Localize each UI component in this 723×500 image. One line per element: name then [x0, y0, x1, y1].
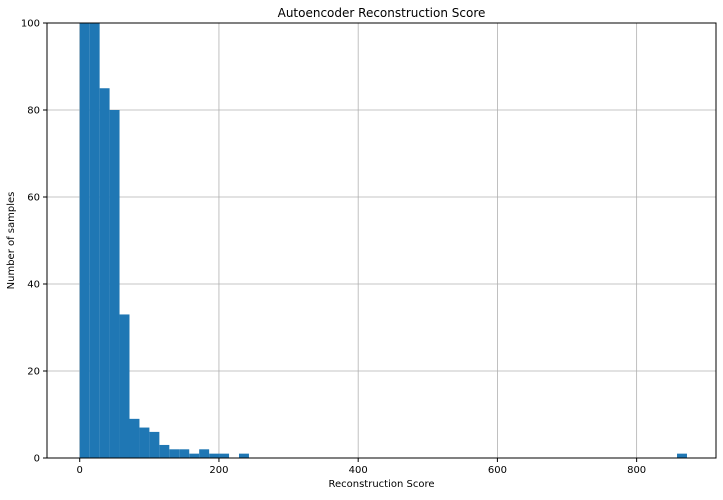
histogram-bar: [149, 431, 160, 458]
histogram-bar: [238, 453, 249, 458]
x-axis-label: Reconstruction Score: [328, 479, 434, 490]
histogram-bar: [79, 23, 90, 458]
histogram-bar: [129, 418, 140, 458]
histogram-bar: [209, 453, 220, 458]
y-tick-label: 0: [34, 454, 40, 465]
grid-layer: [47, 22, 716, 459]
chart-title: Autoencoder Reconstruction Score: [278, 6, 486, 20]
y-tick-label: 20: [27, 367, 40, 378]
histogram-bar: [139, 427, 150, 458]
histogram-bar: [159, 444, 170, 458]
histogram-bar: [189, 453, 200, 458]
x-tick-label: 600: [488, 465, 507, 476]
histogram-bar: [169, 449, 180, 458]
histogram-bar: [219, 453, 230, 458]
x-tick-label: 400: [349, 465, 368, 476]
histogram-bar: [99, 88, 110, 458]
histogram-bar: [119, 314, 130, 458]
y-tick-label: 40: [27, 280, 40, 291]
histogram-bar: [199, 449, 210, 458]
x-tick-label: 0: [77, 465, 83, 476]
bars-layer: [79, 23, 687, 458]
x-tick-label: 800: [627, 465, 646, 476]
histogram-bar: [109, 110, 120, 458]
x-tick-label: 200: [209, 465, 228, 476]
y-tick-label: 100: [21, 19, 40, 30]
y-tick-label: 80: [27, 106, 40, 117]
histogram-bar: [179, 449, 190, 458]
plot-frame: [46, 22, 717, 459]
ticks-layer: 0 200 400 600 800 0 20 40 60 80 100: [21, 19, 646, 477]
histogram-bar: [677, 453, 687, 458]
y-tick-label: 60: [27, 193, 40, 204]
y-axis-label: Number of samples: [6, 192, 17, 290]
histogram-bar: [89, 23, 100, 458]
